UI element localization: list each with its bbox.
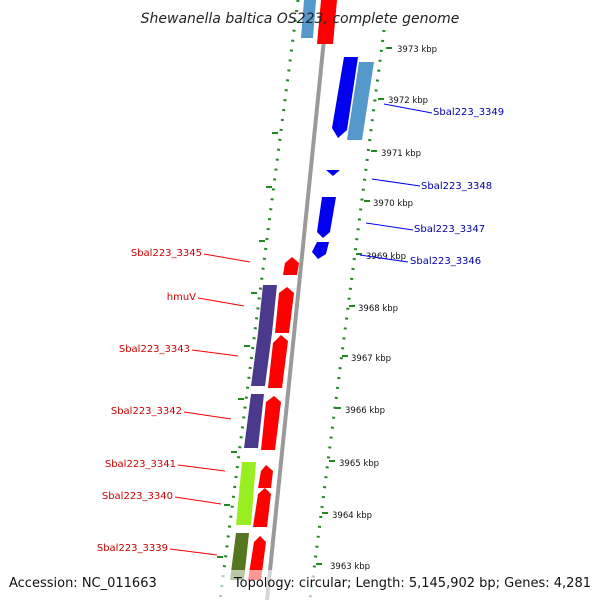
- gene-arrow-hmuv-purple[interactable]: [258, 285, 277, 333]
- gene-leader-line: [174, 496, 222, 505]
- forward-strand-genes: [230, 0, 337, 580]
- gene-label-forward[interactable]: Sbal223_3343: [119, 344, 190, 355]
- gene-label-forward[interactable]: Sbal223_3339: [97, 543, 168, 554]
- gene-arrow-sbal223-3341[interactable]: [258, 465, 273, 488]
- gene-leader-line: [177, 464, 226, 472]
- gene-arrow-sbal223-3341-green[interactable]: [236, 462, 256, 525]
- tick-label: 3968 kbp: [358, 304, 398, 314]
- gene-arrow-sbal223-3343[interactable]: [268, 335, 288, 388]
- tick-label: 3971 kbp: [381, 149, 421, 159]
- gene-leader-line: [359, 254, 409, 263]
- topology-text: Topology: circular; Length: 5,145,902 bp…: [233, 576, 591, 591]
- tick-label: 3970 kbp: [373, 199, 413, 209]
- gene-arrow-sbal223-3342-purple[interactable]: [244, 394, 264, 448]
- gene-arrow-hmuv[interactable]: [275, 287, 294, 333]
- tick-label: 3963 kbp: [330, 562, 370, 572]
- genome-title: Shewanella baltica OS223, complete genom…: [141, 11, 460, 27]
- outer-dotted-guide: [218, 0, 300, 600]
- gene-arrow-red-top[interactable]: [317, 0, 337, 44]
- gene-leader-line: [197, 297, 245, 307]
- tick-label: 3965 kbp: [339, 459, 379, 469]
- tick-label: 3972 kbp: [388, 96, 428, 106]
- gene-arrow-sbal223-3346[interactable]: [312, 242, 329, 259]
- gene-label-reverse[interactable]: Sbal223_3349: [433, 107, 504, 118]
- gene-arrow-sbal223-3348[interactable]: [326, 170, 340, 176]
- accession-text: Accession: NC_011663: [9, 576, 157, 591]
- gene-arrow-sbal223-3339[interactable]: [248, 536, 266, 580]
- gene-leader-line: [191, 349, 239, 357]
- footer-backdrop: [0, 570, 600, 600]
- gene-arrow-sbal223-3340[interactable]: [253, 488, 271, 527]
- gene-label-forward[interactable]: Sbal223_3345: [131, 248, 202, 259]
- gene-arrow-sbal223-3343-purple[interactable]: [251, 333, 272, 386]
- gene-arrow-sbal223-3342[interactable]: [261, 396, 281, 450]
- tick-label: 3966 kbp: [345, 406, 385, 416]
- gene-arrow-sbal223-3350[interactable]: [347, 62, 374, 140]
- gene-leader-line: [365, 222, 414, 231]
- gene-arrow-steel-blue-top[interactable]: [301, 0, 316, 38]
- tick-label: 3969 kbp: [366, 252, 406, 262]
- gene-arrow-sbal223-3349[interactable]: [332, 57, 358, 138]
- coordinate-ticks: 3973 kbp 3972 kbp 3971 kbp 3970 kbp 3969 kbp…: [217, 45, 437, 572]
- gene-leader-line: [169, 548, 218, 556]
- gene-label-forward[interactable]: Sbal223_3342: [111, 406, 182, 417]
- tick-label: 3973 kbp: [397, 45, 437, 55]
- gene-arrow-sbal223-3347[interactable]: [317, 197, 336, 238]
- gene-arrow-sbal223-3345[interactable]: [283, 257, 299, 275]
- gene-label-reverse[interactable]: Sbal223_3346: [410, 256, 481, 267]
- gene-arrow-sbal223-3339-olive[interactable]: [230, 533, 249, 580]
- gene-label-forward[interactable]: Sbal223_3341: [105, 459, 176, 470]
- gene-label-reverse[interactable]: Sbal223_3348: [421, 181, 492, 192]
- gene-leader-line: [203, 253, 251, 263]
- guide-lines: [218, 0, 386, 600]
- gene-label-reverse[interactable]: Sbal223_3347: [414, 224, 485, 235]
- gene-leader-line: [383, 103, 433, 114]
- gene-labels: Sbal223_3349 Sbal223_3348 Sbal223_3347 Sbal…: [97, 103, 504, 556]
- tick-label: 3964 kbp: [332, 511, 372, 521]
- backbone-line: [265, 0, 330, 600]
- gene-leader-line: [371, 178, 421, 187]
- tick-label: 3967 kbp: [351, 354, 391, 364]
- reverse-strand-genes: [301, 0, 374, 259]
- gene-label-forward[interactable]: Sbal223_3340: [102, 491, 173, 502]
- gene-leader-line: [183, 411, 232, 420]
- gene-label-forward[interactable]: hmuV: [167, 292, 196, 303]
